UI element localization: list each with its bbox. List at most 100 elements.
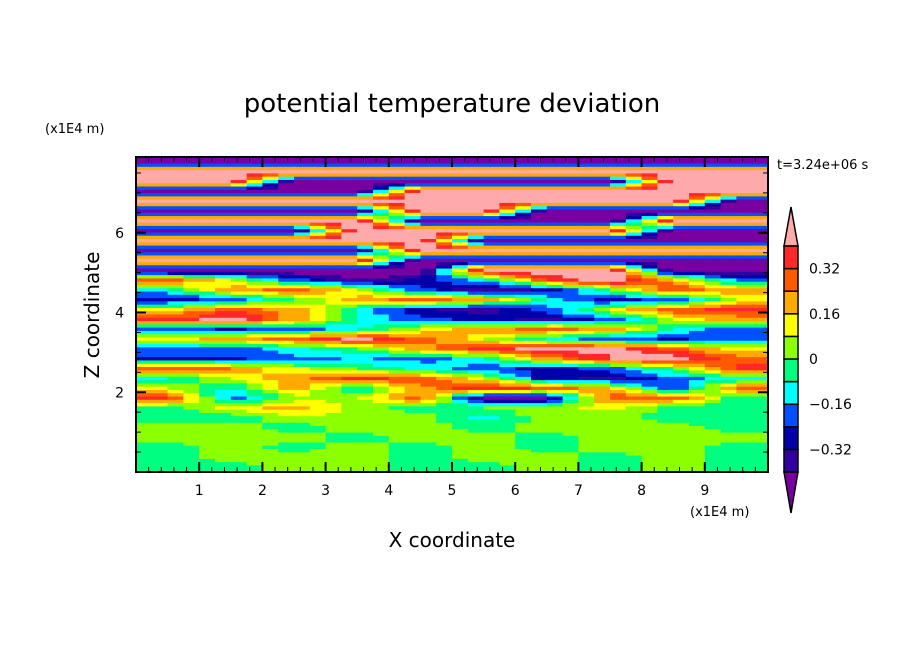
contour-cell xyxy=(404,396,421,401)
contour-cell xyxy=(452,242,469,247)
contour-cell xyxy=(278,393,295,398)
contour-cell xyxy=(657,163,674,168)
contour-cell xyxy=(673,376,690,381)
contour-cell xyxy=(499,268,516,273)
contour-cell xyxy=(167,363,184,368)
contour-cell xyxy=(594,416,611,421)
contour-cell xyxy=(420,281,437,286)
contour-cell xyxy=(736,206,753,211)
contour-cell xyxy=(499,294,516,299)
contour-cell xyxy=(309,196,327,201)
contour-cell xyxy=(199,455,216,460)
contour-cell xyxy=(483,271,500,276)
contour-cell xyxy=(136,340,153,345)
contour-cell xyxy=(546,222,564,227)
contour-cell xyxy=(199,334,216,339)
contour-cell xyxy=(531,462,548,467)
contour-cell xyxy=(262,186,279,191)
contour-cell xyxy=(689,242,706,247)
contour-cell xyxy=(167,183,184,188)
contour-cell xyxy=(136,321,153,325)
contour-cell xyxy=(752,403,769,407)
contour-cell xyxy=(452,258,469,263)
contour-cell xyxy=(341,321,358,325)
contour-cell xyxy=(309,468,327,473)
contour-cell xyxy=(388,363,406,368)
contour-cell xyxy=(641,206,658,211)
contour-cell xyxy=(531,321,548,325)
contour-cell xyxy=(246,255,263,260)
contour-cell xyxy=(325,458,342,463)
contour-cell xyxy=(499,291,516,296)
contour-cell xyxy=(373,406,390,411)
contour-cell xyxy=(199,435,216,440)
contour-cell xyxy=(673,314,690,319)
contour-cell xyxy=(625,330,643,335)
contour-cell xyxy=(704,163,722,168)
contour-cell xyxy=(594,160,611,165)
contour-cell xyxy=(341,337,358,342)
contour-cell xyxy=(325,183,342,188)
contour-cell xyxy=(704,452,722,457)
contour-cell xyxy=(436,363,453,368)
contour-cell xyxy=(309,416,327,421)
contour-cell xyxy=(625,262,643,266)
contour-cell xyxy=(357,252,374,257)
contour-cell xyxy=(704,317,722,322)
contour-cell xyxy=(262,452,279,457)
contour-cell xyxy=(578,157,595,161)
contour-cell xyxy=(357,406,374,411)
colorbar-swatch xyxy=(783,358,799,383)
contour-cell xyxy=(657,232,674,237)
contour-cell xyxy=(625,389,643,394)
contour-cell xyxy=(673,350,690,355)
contour-cell xyxy=(404,275,421,280)
contour-cell xyxy=(673,416,690,421)
contour-cell xyxy=(388,465,406,470)
contour-cell xyxy=(373,452,390,457)
contour-cell xyxy=(673,281,690,286)
contour-cell xyxy=(720,291,737,296)
contour-cell xyxy=(246,439,263,444)
contour-cell xyxy=(704,386,722,391)
contour-cell xyxy=(546,262,564,266)
contour-cell xyxy=(294,307,311,312)
contour-cell xyxy=(167,206,184,211)
contour-cell xyxy=(594,314,611,319)
contour-cell xyxy=(309,206,327,211)
contour-cell xyxy=(625,229,643,234)
contour-cell xyxy=(625,255,643,260)
contour-cell xyxy=(199,284,216,289)
contour-cell xyxy=(594,383,611,388)
contour-cell xyxy=(436,248,453,253)
contour-cell xyxy=(499,327,516,332)
contour-cell xyxy=(357,262,374,266)
contour-cell xyxy=(546,193,564,197)
contour-cell xyxy=(483,386,500,391)
x-tick-label: 7 xyxy=(574,483,583,499)
y-axis-label: Z coordinate xyxy=(80,252,104,379)
contour-cell xyxy=(199,193,216,197)
contour-cell xyxy=(499,334,516,339)
contour-cell xyxy=(357,350,374,355)
contour-cell xyxy=(230,160,248,165)
contour-cell xyxy=(578,206,595,211)
contour-cell xyxy=(673,353,690,358)
contour-cell xyxy=(167,419,184,424)
contour-cell xyxy=(215,275,232,280)
contour-cell xyxy=(499,248,516,253)
contour-cell xyxy=(420,170,437,175)
contour-cell xyxy=(562,255,579,260)
contour-cell xyxy=(720,212,737,217)
contour-cell xyxy=(373,357,390,362)
contour-cell xyxy=(294,439,311,444)
contour-cell xyxy=(594,157,611,161)
contour-cell xyxy=(341,314,358,319)
contour-cell xyxy=(689,189,706,194)
contour-cell xyxy=(357,383,374,388)
contour-cell xyxy=(167,468,184,473)
contour-cell xyxy=(215,281,232,286)
contour-cell xyxy=(230,288,248,293)
contour-cell xyxy=(230,350,248,355)
contour-cell xyxy=(546,419,564,424)
